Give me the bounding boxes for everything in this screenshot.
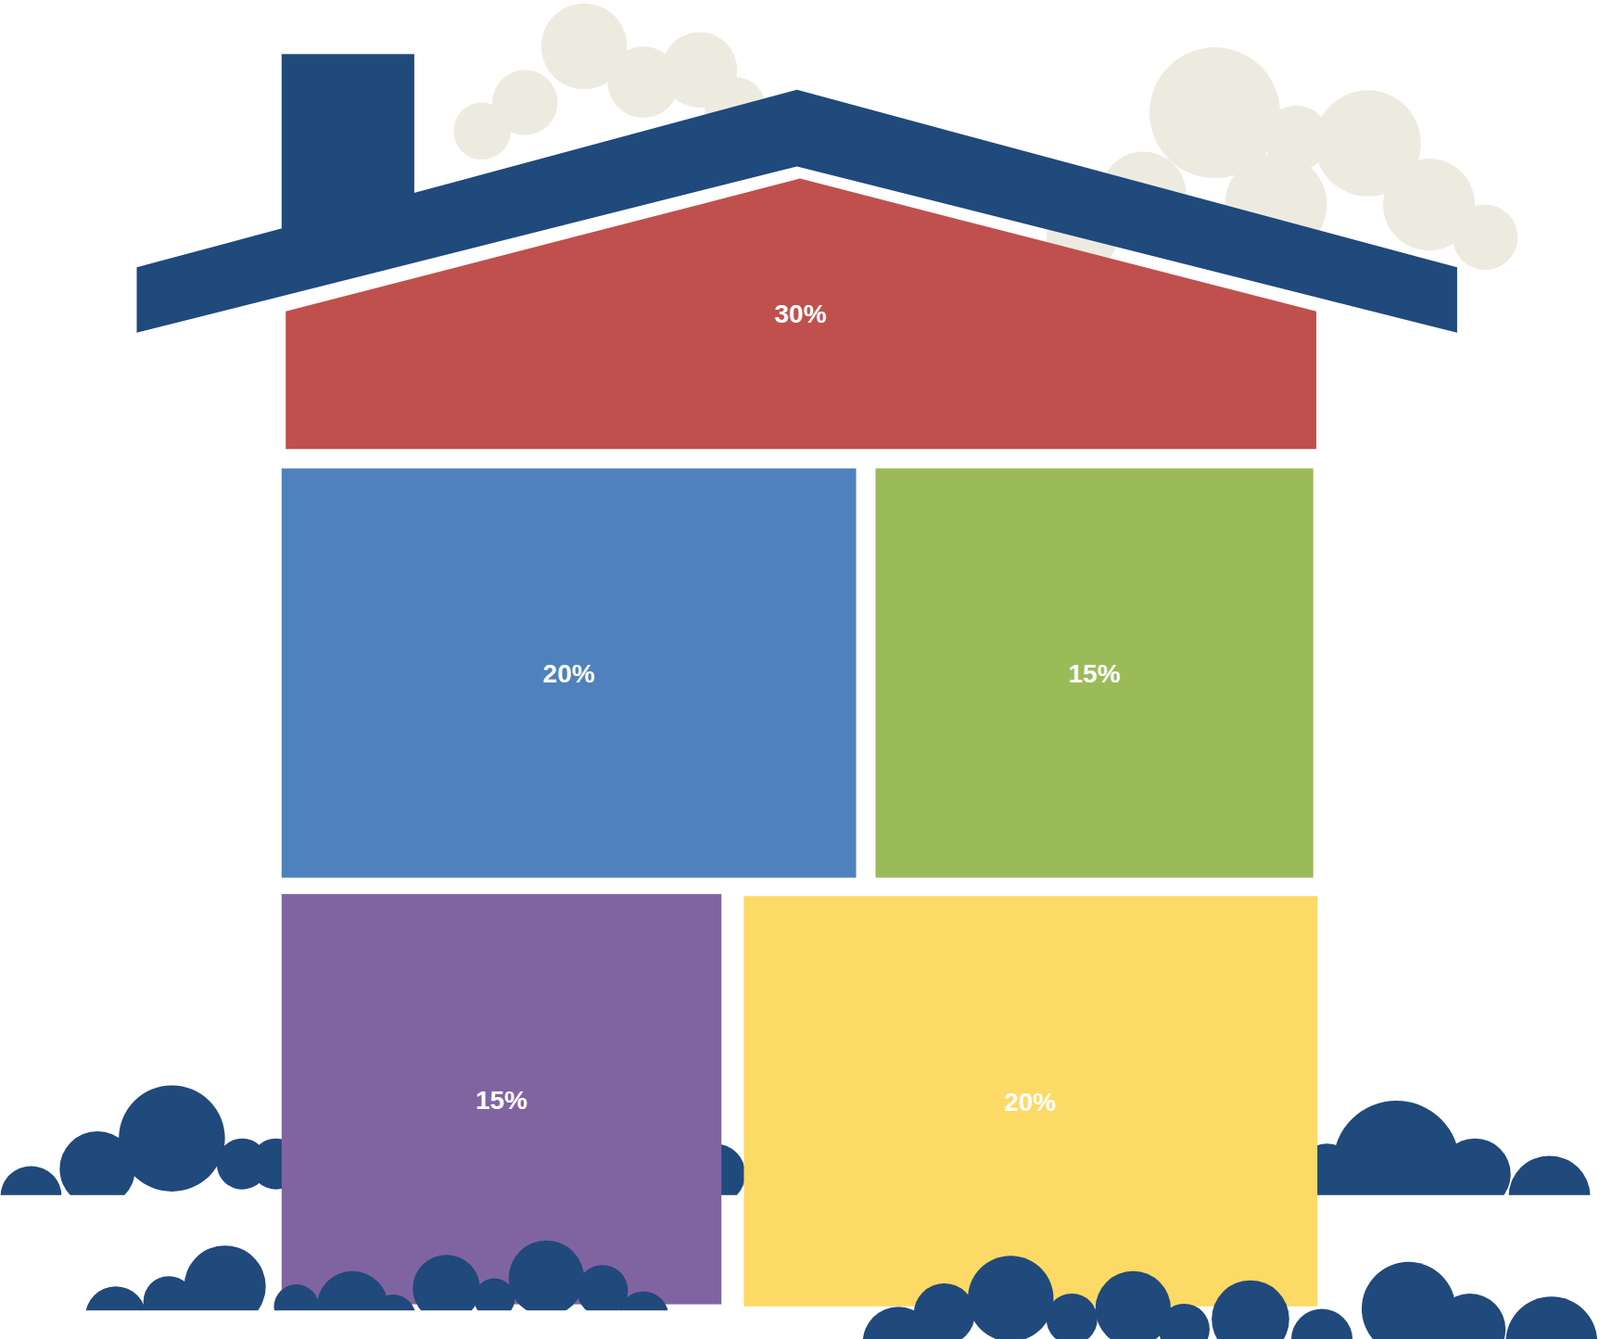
svg-text:30%: 30% <box>774 299 826 329</box>
svg-text:15%: 15% <box>475 1085 528 1115</box>
svg-text:15%: 15% <box>1067 659 1120 688</box>
svg-text:20%: 20% <box>543 659 596 688</box>
svg-text:20%: 20% <box>1003 1087 1056 1117</box>
